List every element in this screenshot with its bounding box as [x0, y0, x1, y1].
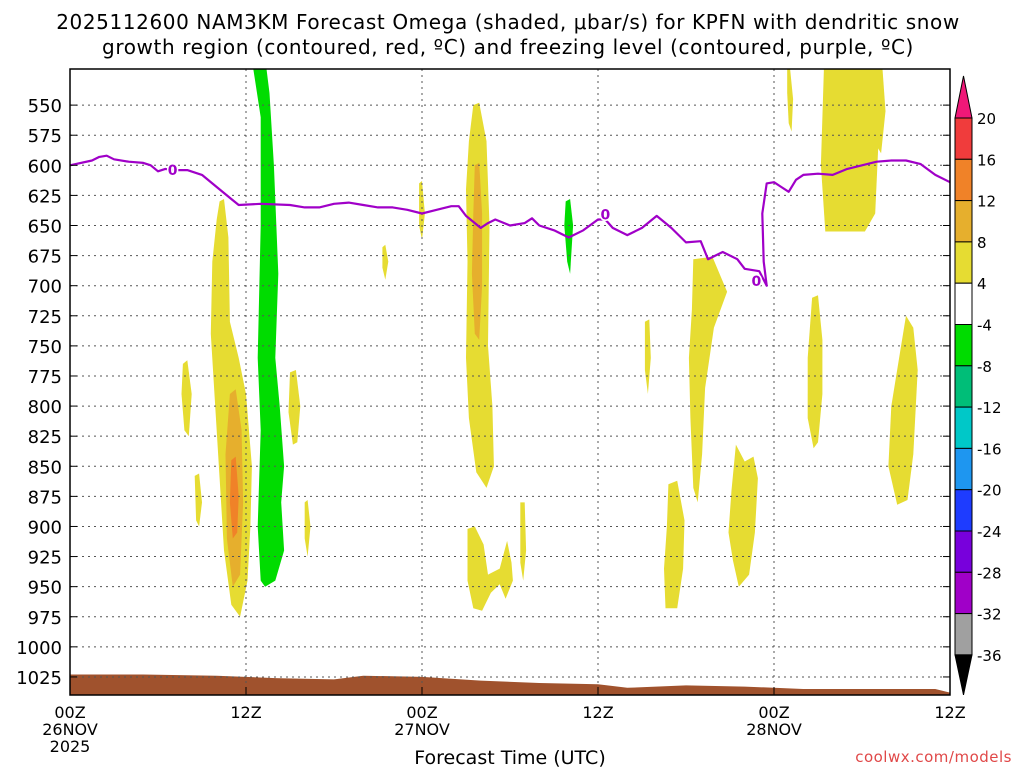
- colorbar-swatch: [954, 406, 973, 449]
- colorbar-label: -32: [977, 606, 1002, 624]
- y-tick-label: 825: [28, 427, 62, 448]
- colorbar-label: -16: [977, 440, 1002, 458]
- omega-region-yellow-blob-22z: [382, 244, 389, 280]
- omega-region-yellow-column-50z: [820, 69, 880, 232]
- colorbar-swatch: [954, 530, 973, 573]
- y-tick-label: 575: [28, 126, 62, 147]
- omega-region-yellow-plume-51z: [807, 295, 823, 449]
- colorbar-top-arrow: [954, 75, 973, 119]
- omega-region-yellow-blob-9z: [194, 473, 202, 527]
- colorbar-swatch: [954, 365, 973, 408]
- colorbar: 20 16 12 8 4 -4 -8 -12 -16 -20 -24 -28 -32 -36: [954, 75, 1002, 696]
- colorbar-swatch: [954, 158, 973, 202]
- y-tick-label: 800: [28, 397, 62, 418]
- omega-region-yellow-blob-40z: [644, 319, 651, 394]
- colorbar-label: -4: [977, 317, 992, 335]
- x-tick-label: 12Z: [230, 703, 261, 722]
- x-tick-label: 12Z: [934, 703, 965, 722]
- colorbar-swatch: [954, 489, 973, 532]
- y-tick-label: 1000: [16, 638, 62, 659]
- omega-region-yellow-blob-16z: [304, 500, 311, 557]
- freezing-level-label: 0: [168, 163, 178, 179]
- x-tick-label: 27NOV: [394, 720, 450, 739]
- y-axis: 550 575 600 625 650 675 700 725 750 775 800 825 850 8…: [16, 96, 950, 689]
- omega-region-yellow-streak-55z: [870, 69, 886, 154]
- colorbar-swatch: [954, 324, 973, 367]
- y-tick-label: 900: [28, 517, 62, 538]
- omega-region-yellow-blob-31z: [520, 502, 527, 581]
- y-tick-label: 675: [28, 247, 62, 268]
- colorbar-label: -24: [977, 523, 1002, 541]
- colorbar-label: -28: [977, 564, 1002, 582]
- x-tick-label: 00Z: [406, 703, 437, 722]
- colorbar-swatch: [954, 241, 973, 284]
- x-tick-label: 26NOV: [42, 720, 98, 739]
- y-tick-label: 650: [28, 217, 62, 238]
- freezing-level-label: 0: [752, 274, 762, 290]
- colorbar-swatch: [954, 117, 973, 160]
- x-tick-label: 2025: [50, 737, 91, 756]
- omega-region-yellow-blob-15z: [288, 370, 301, 445]
- plot-frame: [69, 68, 951, 696]
- colorbar-label: -36: [977, 647, 1002, 665]
- ground-surface: [70, 674, 950, 695]
- omega-region-yellow-streak-49z: [787, 69, 794, 132]
- plot-area: 0 0 0: [69, 68, 951, 696]
- colorbar-label: -8: [977, 358, 992, 376]
- y-tick-label: 750: [28, 337, 62, 358]
- omega-region-red-core-11z: [229, 456, 239, 539]
- omega-region-yellow-blob-29z: [467, 526, 513, 611]
- y-tick-label: 875: [28, 487, 62, 508]
- y-tick-label: 550: [28, 96, 62, 117]
- colorbar-swatch: [954, 571, 973, 615]
- omega-region-yellow-blob-41z: [664, 480, 685, 609]
- colorbar-swatch: [954, 282, 973, 326]
- omega-region-yellow-plume-43z: [688, 256, 728, 503]
- omega-region-yellow-blob-45z: [728, 444, 758, 587]
- y-tick-label: 725: [28, 307, 62, 328]
- chart-title-line1: 2025112600 NAM3KM Forecast Omega (shaded…: [56, 10, 960, 34]
- colorbar-swatch: [954, 613, 973, 656]
- colorbar-swatch: [954, 200, 973, 243]
- y-tick-label: 600: [28, 156, 62, 177]
- freezing-level-label: 0: [600, 208, 610, 224]
- colorbar-swatch: [954, 447, 973, 491]
- x-tick-label: 12Z: [582, 703, 613, 722]
- x-tick-label: 00Z: [758, 703, 789, 722]
- x-axis-label: Forecast Time (UTC): [414, 747, 605, 768]
- omega-region-yellow-plume-55z: [888, 315, 918, 505]
- x-tick-label: 00Z: [54, 703, 85, 722]
- y-tick-label: 1025: [16, 668, 62, 689]
- chart-title-line2: growth region (contoured, red, ºC) and f…: [102, 35, 914, 59]
- colorbar-label: 8: [977, 234, 987, 252]
- y-tick-label: 975: [28, 608, 62, 629]
- y-tick-label: 775: [28, 367, 62, 388]
- y-tick-label: 625: [28, 186, 62, 207]
- colorbar-label: 16: [977, 151, 996, 169]
- colorbar-label: 20: [977, 110, 996, 128]
- x-tick-label: 28NOV: [746, 720, 802, 739]
- omega-region-green-band-12z: [253, 69, 285, 587]
- omega-region-yellow-blob-23z: [419, 181, 425, 240]
- colorbar-label: 4: [977, 275, 987, 293]
- y-tick-label: 925: [28, 548, 62, 569]
- freezing-level: 0 0 0: [69, 154, 951, 291]
- ground-fill: [70, 674, 950, 695]
- omega-shading: [181, 69, 918, 617]
- colorbar-label: -20: [977, 482, 1002, 500]
- colorbar-bottom-arrow: [954, 654, 973, 696]
- y-tick-label: 850: [28, 457, 62, 478]
- colorbar-label: -12: [977, 399, 1002, 417]
- grid-lines: [70, 69, 950, 695]
- y-tick-label: 950: [28, 578, 62, 599]
- colorbar-label: 12: [977, 193, 996, 211]
- credit-text: coolwx.com/models: [855, 748, 1012, 766]
- freezing-level-line: [69, 154, 951, 287]
- omega-region-orange-core-28z: [471, 162, 483, 340]
- omega-region-yellow-blob-8z: [181, 360, 192, 437]
- y-tick-label: 700: [28, 277, 62, 298]
